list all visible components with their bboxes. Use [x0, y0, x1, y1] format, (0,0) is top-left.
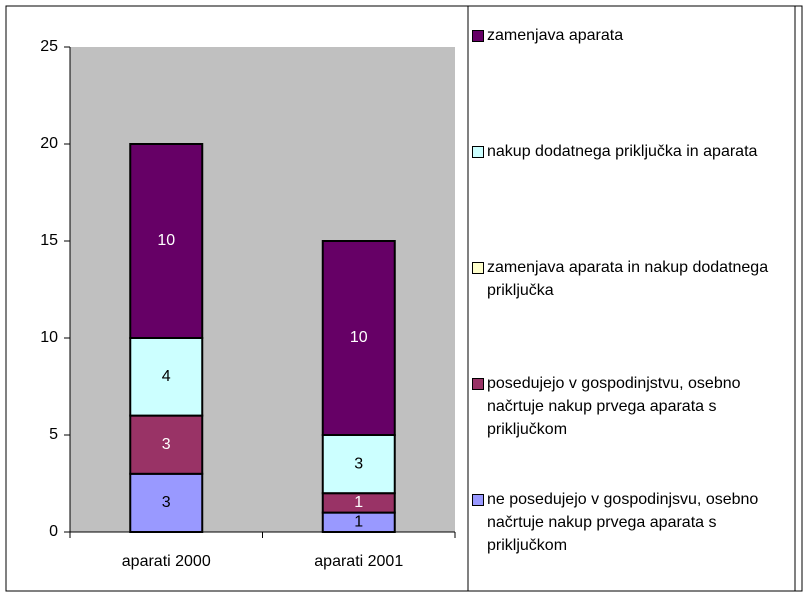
data-label: 3	[162, 436, 171, 453]
data-label: 4	[162, 368, 171, 385]
legend-label: nakup dodatnega priključka in aparata	[487, 143, 758, 160]
plot-area	[70, 47, 455, 532]
y-tick-label: 25	[40, 38, 58, 55]
legend-item: ne posedujejo v gospodinjsvu, osebno nač…	[472, 488, 790, 557]
legend-swatch	[472, 494, 484, 506]
legend-label: ne posedujejo v gospodinjsvu, osebno nač…	[487, 491, 759, 554]
legend-label: posedujejo v gospodinjstvu, osebno načrt…	[487, 375, 741, 438]
data-label: 10	[350, 329, 368, 346]
data-label: 3	[162, 494, 171, 511]
y-tick-label: 15	[40, 232, 58, 249]
data-label: 3	[354, 455, 363, 472]
bar-segment	[321, 434, 396, 495]
legend-label: zamenjava aparata	[487, 27, 624, 44]
legend-swatch	[472, 30, 484, 42]
legend-swatch	[472, 262, 484, 274]
y-tick-label: 10	[40, 329, 58, 346]
legend-item: nakup dodatnega priključka in aparata	[472, 140, 790, 163]
x-tick-label: aparati 2001	[314, 553, 403, 570]
bar-segment	[321, 240, 396, 436]
data-label: 10	[157, 232, 175, 249]
legend-item: zamenjava aparata in nakup dodatnega pri…	[472, 256, 790, 302]
y-tick-label: 20	[40, 135, 58, 152]
legend-swatch	[472, 378, 484, 390]
legend-frame	[467, 5, 796, 592]
bar-segment	[129, 143, 204, 339]
x-tick-label: aparati 2000	[122, 553, 211, 570]
data-label: 1	[354, 494, 363, 511]
bar-segment	[129, 414, 204, 475]
legend-item: zamenjava aparata	[472, 24, 790, 47]
y-tick-label: 0	[49, 523, 58, 540]
legend-label: zamenjava aparata in nakup dodatnega pri…	[487, 259, 769, 299]
y-tick-label: 5	[49, 426, 58, 443]
data-label: 1	[354, 514, 363, 531]
legend-item: posedujejo v gospodinjstvu, osebno načrt…	[472, 372, 790, 441]
legend-swatch	[472, 146, 484, 158]
bar-segment	[129, 472, 204, 533]
